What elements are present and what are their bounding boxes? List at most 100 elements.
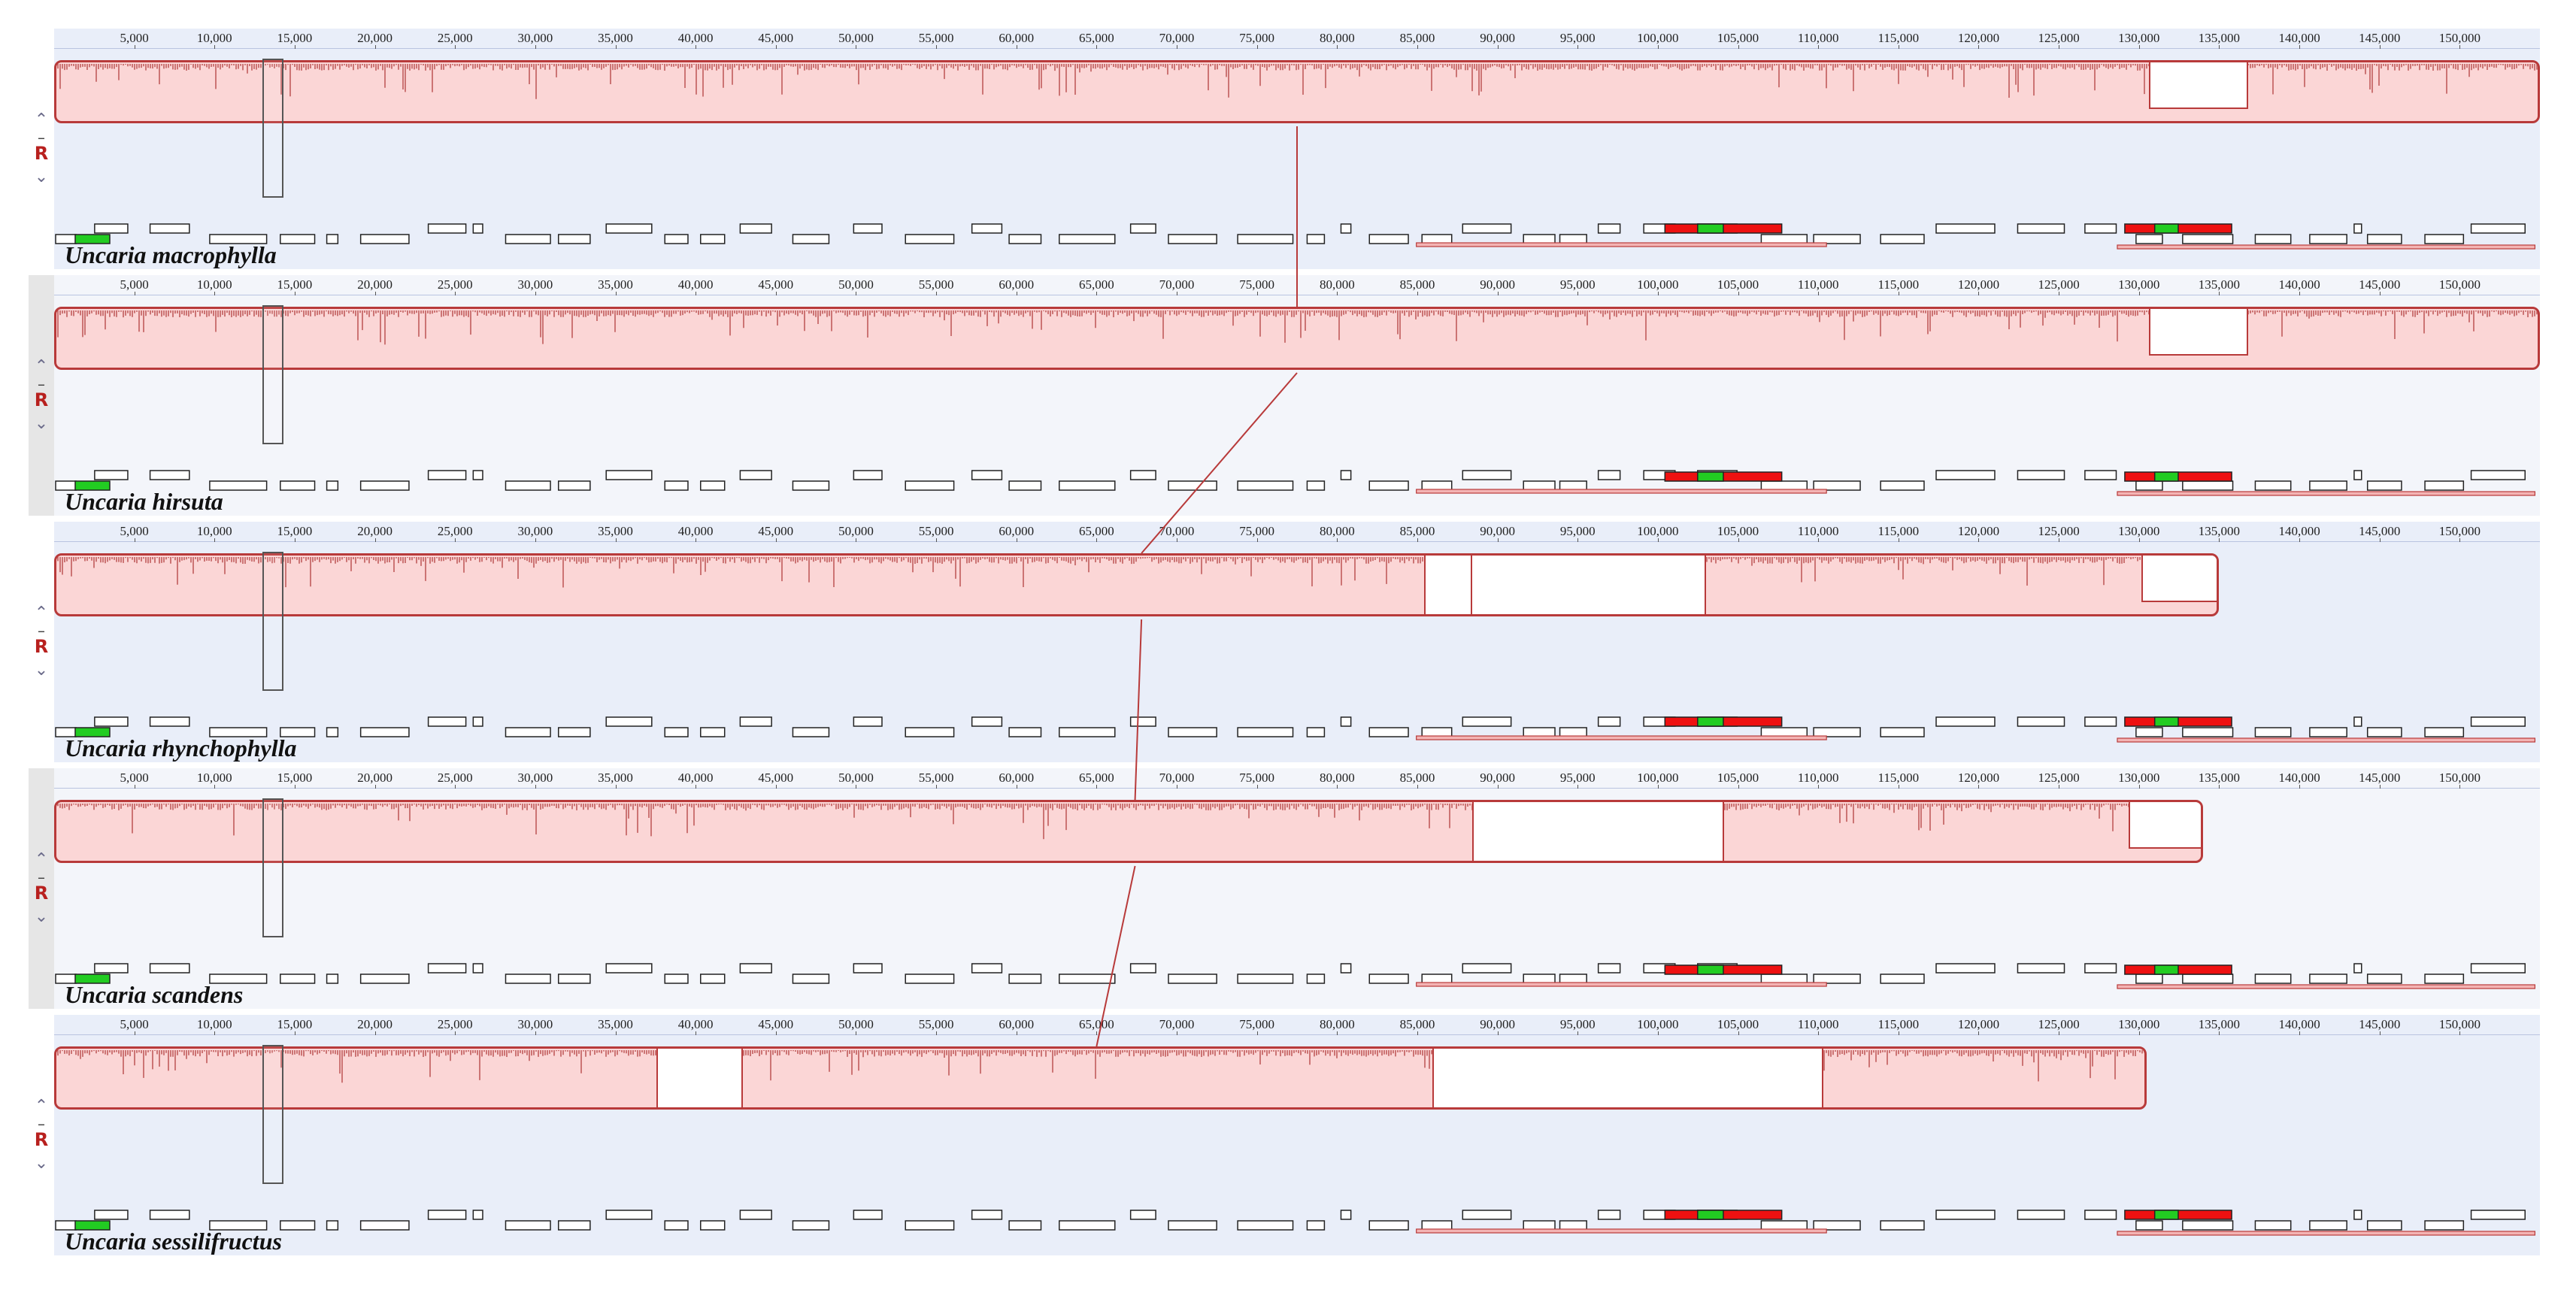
- hide-button[interactable]: –: [38, 375, 45, 393]
- genome-name-label: Uncaria scandens: [65, 981, 244, 1008]
- gene-feature: [1059, 1220, 1116, 1231]
- ruler-tick-label: 80,000: [1319, 524, 1355, 538]
- position-cursor[interactable]: [262, 59, 283, 198]
- gene-feature: [1059, 480, 1116, 491]
- ruler-tick-label: 10,000: [196, 524, 232, 538]
- gene-feature: [209, 727, 268, 737]
- gene-feature: [2470, 716, 2526, 727]
- gene-feature: [557, 974, 591, 984]
- move-up-button[interactable]: ⌃: [34, 357, 49, 376]
- gene-feature: [1760, 1220, 1808, 1231]
- coordinate-ruler: 5,000 10,000 15,000 20,000 25,000 30,000 35,00…: [54, 275, 2540, 295]
- ruler-tick-label: 15,000: [277, 277, 313, 292]
- ruler-tick-mark: [1096, 45, 1098, 49]
- lcb-block[interactable]: [54, 553, 2220, 616]
- lcb-block[interactable]: [54, 800, 2204, 863]
- move-up-button[interactable]: ⌃: [34, 850, 49, 869]
- reverse-button[interactable]: R: [34, 1129, 49, 1150]
- gene-feature: [2424, 727, 2465, 737]
- move-down-button[interactable]: ⌄: [34, 661, 49, 680]
- ruler-tick-mark: [1577, 292, 1579, 295]
- ruler-tick-label: 70,000: [1159, 1017, 1195, 1031]
- ruler-tick-label: 150,000: [2438, 277, 2481, 292]
- gene-feature: [1421, 1220, 1453, 1231]
- gene-feature: [1935, 223, 1996, 234]
- gene-feature: [2353, 1210, 2362, 1220]
- ruler-tick-label: 25,000: [437, 31, 473, 45]
- move-down-button[interactable]: ⌄: [34, 907, 49, 926]
- repeat-region-bar: [2117, 737, 2535, 743]
- gene-feature: [1129, 963, 1156, 974]
- gene-feature: [1008, 234, 1042, 244]
- trna-gene-feature: [1697, 964, 1724, 975]
- hide-button[interactable]: –: [38, 622, 45, 640]
- move-up-button[interactable]: ⌃: [34, 111, 49, 129]
- ruler-tick-mark: [214, 45, 216, 49]
- gene-feature: [1129, 223, 1156, 234]
- gene-feature: [359, 727, 410, 737]
- move-up-button[interactable]: ⌃: [34, 604, 49, 622]
- similarity-spikes: [57, 804, 2202, 840]
- ruler-tick-label: 70,000: [1159, 277, 1195, 292]
- ruler-tick-label: 100,000: [1637, 277, 1679, 292]
- ruler-tick-mark: [2459, 292, 2461, 295]
- position-cursor[interactable]: [262, 798, 283, 937]
- ruler-tick-mark: [2459, 538, 2461, 542]
- gene-feature: [557, 1220, 591, 1231]
- ruler-tick-mark: [1978, 45, 1980, 49]
- ruler-tick-mark: [2138, 538, 2140, 542]
- ruler-tick-mark: [1256, 292, 1258, 295]
- reverse-button[interactable]: R: [34, 143, 49, 164]
- ruler-tick-label: 10,000: [196, 1017, 232, 1031]
- reverse-button[interactable]: R: [34, 883, 49, 904]
- ruler-tick-mark: [615, 785, 617, 789]
- hide-button[interactable]: –: [38, 129, 45, 147]
- gene-feature: [792, 974, 830, 984]
- ruler-tick-mark: [2138, 292, 2140, 295]
- reverse-button[interactable]: R: [34, 389, 49, 410]
- gene-feature: [1935, 1210, 1996, 1220]
- ruler-tick-label: 20,000: [357, 31, 392, 45]
- ruler-tick-mark: [1577, 785, 1579, 789]
- lcb-block[interactable]: [54, 60, 2540, 123]
- hide-button[interactable]: –: [38, 1115, 45, 1133]
- ruler-tick-label: 75,000: [1239, 1017, 1275, 1031]
- ruler-tick-label: 45,000: [758, 1017, 794, 1031]
- move-down-button[interactable]: ⌄: [34, 414, 49, 433]
- move-down-button[interactable]: ⌄: [34, 1154, 49, 1173]
- gene-feature: [2353, 716, 2362, 727]
- gene-feature: [2084, 470, 2117, 480]
- ruler-tick-mark: [936, 45, 938, 49]
- gene-feature: [792, 234, 830, 244]
- gene-annotation-track: [55, 470, 2535, 496]
- reverse-button[interactable]: R: [34, 636, 49, 657]
- gene-feature: [1760, 727, 1808, 737]
- position-cursor[interactable]: [262, 552, 283, 691]
- gene-feature: [2366, 974, 2402, 984]
- ruler-tick-label: 65,000: [1079, 771, 1114, 785]
- position-cursor[interactable]: [262, 1045, 283, 1184]
- ruler-tick-mark: [1497, 1031, 1499, 1035]
- ruler-tick-label: 100,000: [1637, 771, 1679, 785]
- lcb-block[interactable]: [54, 1046, 2147, 1110]
- lcb-block[interactable]: [54, 307, 2540, 370]
- ruler-tick-mark: [2459, 1031, 2461, 1035]
- ruler-tick-label: 20,000: [357, 524, 392, 538]
- gene-feature: [1368, 974, 1409, 984]
- move-up-button[interactable]: ⌃: [34, 1097, 49, 1116]
- hide-button[interactable]: –: [38, 868, 45, 886]
- position-cursor[interactable]: [262, 305, 283, 444]
- gene-feature: [2424, 480, 2465, 491]
- gene-feature: [557, 480, 591, 491]
- gene-annotation-track: [55, 716, 2535, 743]
- ruler-tick-label: 60,000: [999, 277, 1035, 292]
- ruler-tick-mark: [455, 538, 456, 542]
- gene-feature: [2084, 223, 2117, 234]
- ruler-tick-mark: [1256, 45, 1258, 49]
- ruler-tick-mark: [1096, 538, 1098, 542]
- ruler-tick-label: 20,000: [357, 1017, 392, 1031]
- gene-feature: [94, 1210, 129, 1220]
- move-down-button[interactable]: ⌄: [34, 168, 49, 186]
- ruler-tick-mark: [214, 1031, 216, 1035]
- coordinate-ruler: 5,000 10,000 15,000 20,000 25,000 30,000 35,00…: [54, 29, 2540, 49]
